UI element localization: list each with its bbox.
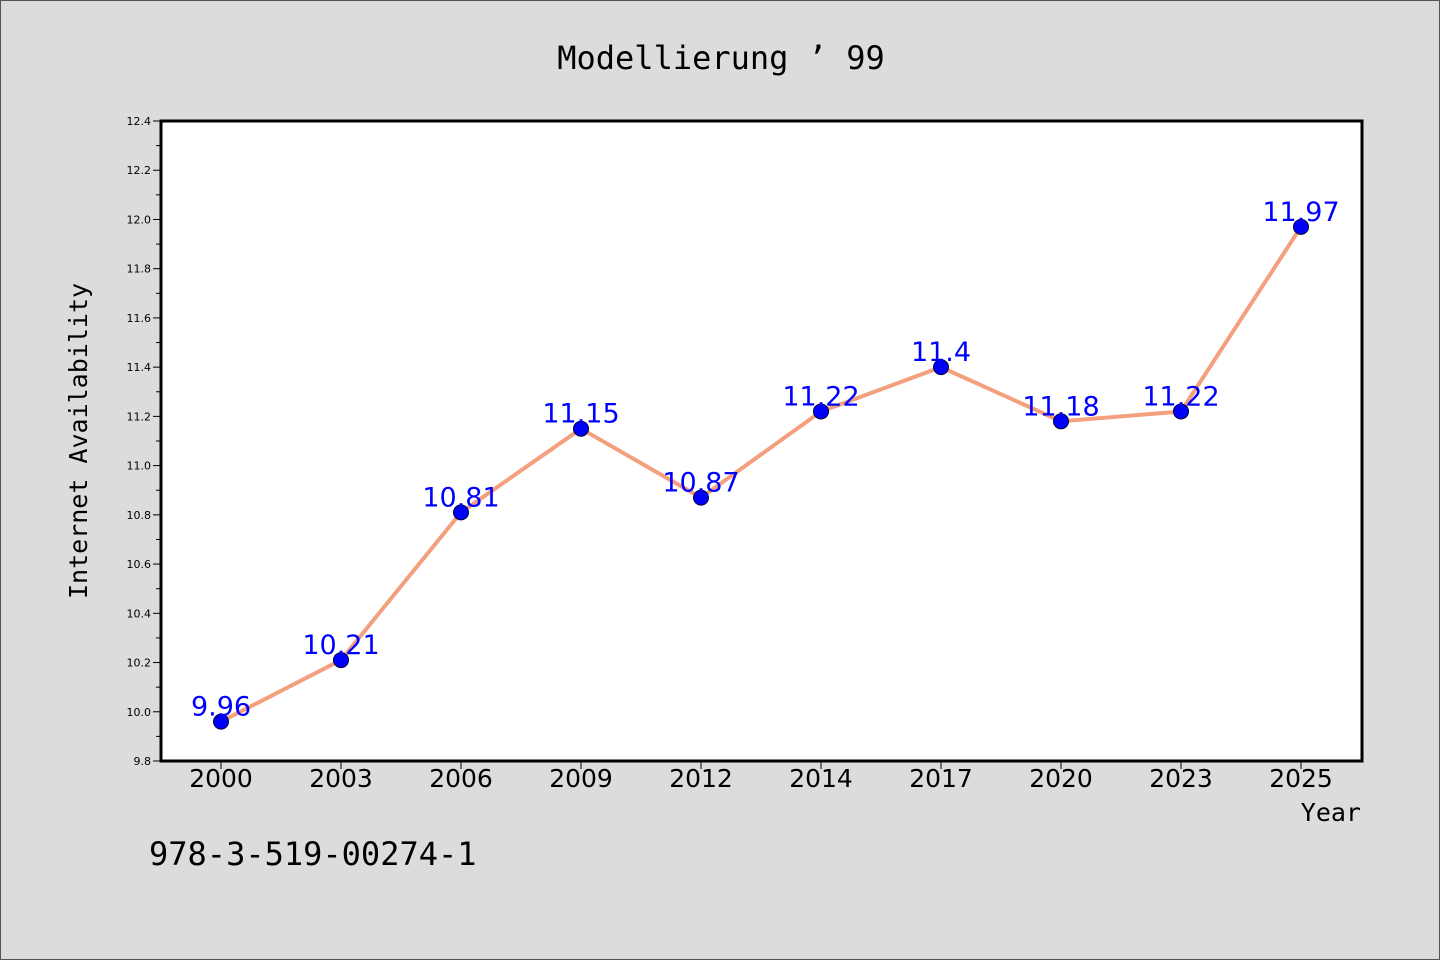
data-label: 11.18 [1022,391,1099,422]
y-tick-label: 10.6 [127,558,152,571]
data-point [1173,403,1189,420]
data-label: 10.81 [422,482,499,513]
plot-area [159,119,1364,763]
data-point [813,403,829,420]
y-tick-label: 12.2 [127,164,152,177]
data-label: 10.87 [662,468,739,499]
y-tick-label: 11.4 [127,361,152,374]
y-axis: 9.8 10.0 10.2 10.4 10.6 10.8 11.0 11.2 11.4 11.6 1… [127,115,161,768]
data-label: 11.97 [1262,197,1339,228]
data-label: 9.96 [191,692,251,723]
chart-title: Modellierung ’ 99 [557,39,885,77]
data-point [1293,218,1309,235]
y-tick-label: 11.0 [127,460,152,473]
x-tick-label: 2009 [549,764,613,793]
isbn-text: 978-3-519-00274-1 [149,835,477,873]
data-point [933,359,949,376]
x-tick-label: 2020 [1029,764,1093,793]
y-tick-label: 10.8 [127,509,152,522]
x-tick-label: 2025 [1269,764,1333,793]
data-point [213,713,229,730]
y-tick-label: 11.2 [127,410,152,423]
data-point [333,652,349,669]
y-tick-label: 10.2 [127,657,152,670]
data-label: 11.4 [911,337,971,368]
y-tick-label: 9.8 [134,755,152,768]
x-axis: 2000 2003 2006 2009 2012 2014 2017 2020 2023 2025 [189,761,1333,793]
x-tick-label: 2023 [1149,764,1213,793]
y-tick-label: 10.4 [127,607,152,620]
y-tick-label: 12.4 [127,115,152,128]
series-line [220,225,1303,724]
y-tick-label: 10.0 [127,706,152,719]
data-point [573,420,589,437]
x-tick-label: 2006 [429,764,493,793]
data-label: 11.22 [782,381,859,412]
data-label: 11.22 [1142,381,1219,412]
data-label: 11.15 [542,399,619,430]
data-point [1053,413,1069,430]
x-tick-label: 2017 [909,764,973,793]
data-label: 10.21 [302,630,379,661]
y-tick-label: 11.6 [127,312,152,325]
y-tick-label: 12.0 [127,213,152,226]
y-tick-label: 11.8 [127,263,152,276]
x-tick-label: 2014 [789,764,853,793]
data-point [693,489,709,506]
data-point [453,504,469,521]
x-tick-label: 2003 [309,764,373,793]
data-labels: 9.96 10.21 10.81 11.15 10.87 11.22 11.4 11.18 11… [191,197,1340,723]
series-internet-availability [213,218,1309,730]
x-tick-label: 2012 [669,764,733,793]
x-tick-label: 2000 [189,764,253,793]
y-axis-label: Internet Availability [64,283,93,599]
x-axis-label: Year [1301,798,1361,827]
